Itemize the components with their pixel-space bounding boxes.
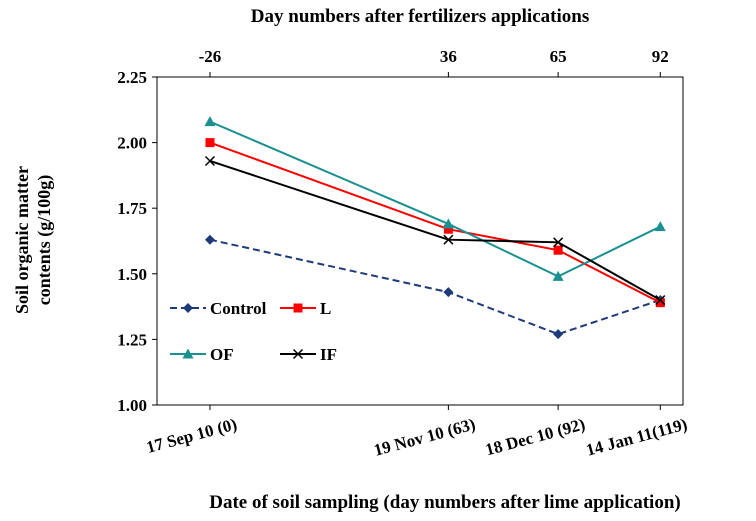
marker bbox=[204, 155, 216, 166]
series-line bbox=[209, 160, 661, 301]
x-tick-label: 18 Dec 10 (92) bbox=[483, 415, 587, 460]
marker bbox=[204, 116, 216, 127]
marker bbox=[443, 234, 454, 245]
y-axis-title: Soil organic matter contents (g/100g) bbox=[12, 166, 55, 314]
y-axis-title-line: Soil organic matter bbox=[12, 166, 32, 314]
marker bbox=[553, 245, 563, 255]
y-tick-label: 2.00 bbox=[117, 134, 147, 153]
legend-label: Control bbox=[210, 299, 267, 318]
y-tick-label: 1.00 bbox=[117, 396, 147, 415]
y-tick-label: 1.50 bbox=[117, 265, 147, 284]
y-tick-label: 2.25 bbox=[117, 68, 147, 87]
x-axis-title: Date of soil sampling (day numbers after… bbox=[209, 492, 680, 513]
marker bbox=[442, 218, 454, 229]
x-tick-label: 19 Nov 10 (63) bbox=[372, 415, 478, 460]
x2-tick-label: -26 bbox=[199, 47, 222, 66]
marker bbox=[205, 138, 215, 148]
series-line bbox=[209, 238, 661, 336]
legend-marker bbox=[183, 303, 193, 313]
y-axis-title-line: contents (g/100g) bbox=[34, 175, 55, 305]
legend-label: L bbox=[320, 299, 331, 318]
plot-frame bbox=[156, 76, 684, 406]
x-tick-label: 14 Jan 11(119) bbox=[584, 415, 689, 460]
legend-marker bbox=[292, 348, 304, 360]
marker bbox=[443, 224, 453, 234]
legend-label: OF bbox=[210, 345, 234, 364]
x2-tick-label: 92 bbox=[652, 47, 669, 66]
marker bbox=[443, 287, 454, 298]
y-tick-label: 1.75 bbox=[117, 199, 147, 218]
marker bbox=[552, 270, 564, 281]
legend-marker bbox=[293, 303, 303, 313]
marker bbox=[655, 298, 665, 308]
marker bbox=[654, 221, 666, 232]
series-line bbox=[209, 120, 661, 278]
series-line bbox=[209, 141, 661, 304]
x-tick-label: 17 Sep 10 (0) bbox=[144, 415, 239, 457]
marker bbox=[553, 237, 564, 248]
y-tick-label: 1.25 bbox=[117, 330, 147, 349]
legend-marker bbox=[182, 348, 194, 359]
marker bbox=[553, 329, 564, 340]
x2-axis-title: Day numbers after fertilizers applicatio… bbox=[251, 6, 589, 27]
marker bbox=[655, 295, 666, 306]
marker bbox=[204, 234, 215, 245]
legend-label: IF bbox=[320, 345, 337, 364]
x2-tick-label: 36 bbox=[440, 47, 457, 66]
x2-tick-label: 65 bbox=[550, 47, 567, 66]
